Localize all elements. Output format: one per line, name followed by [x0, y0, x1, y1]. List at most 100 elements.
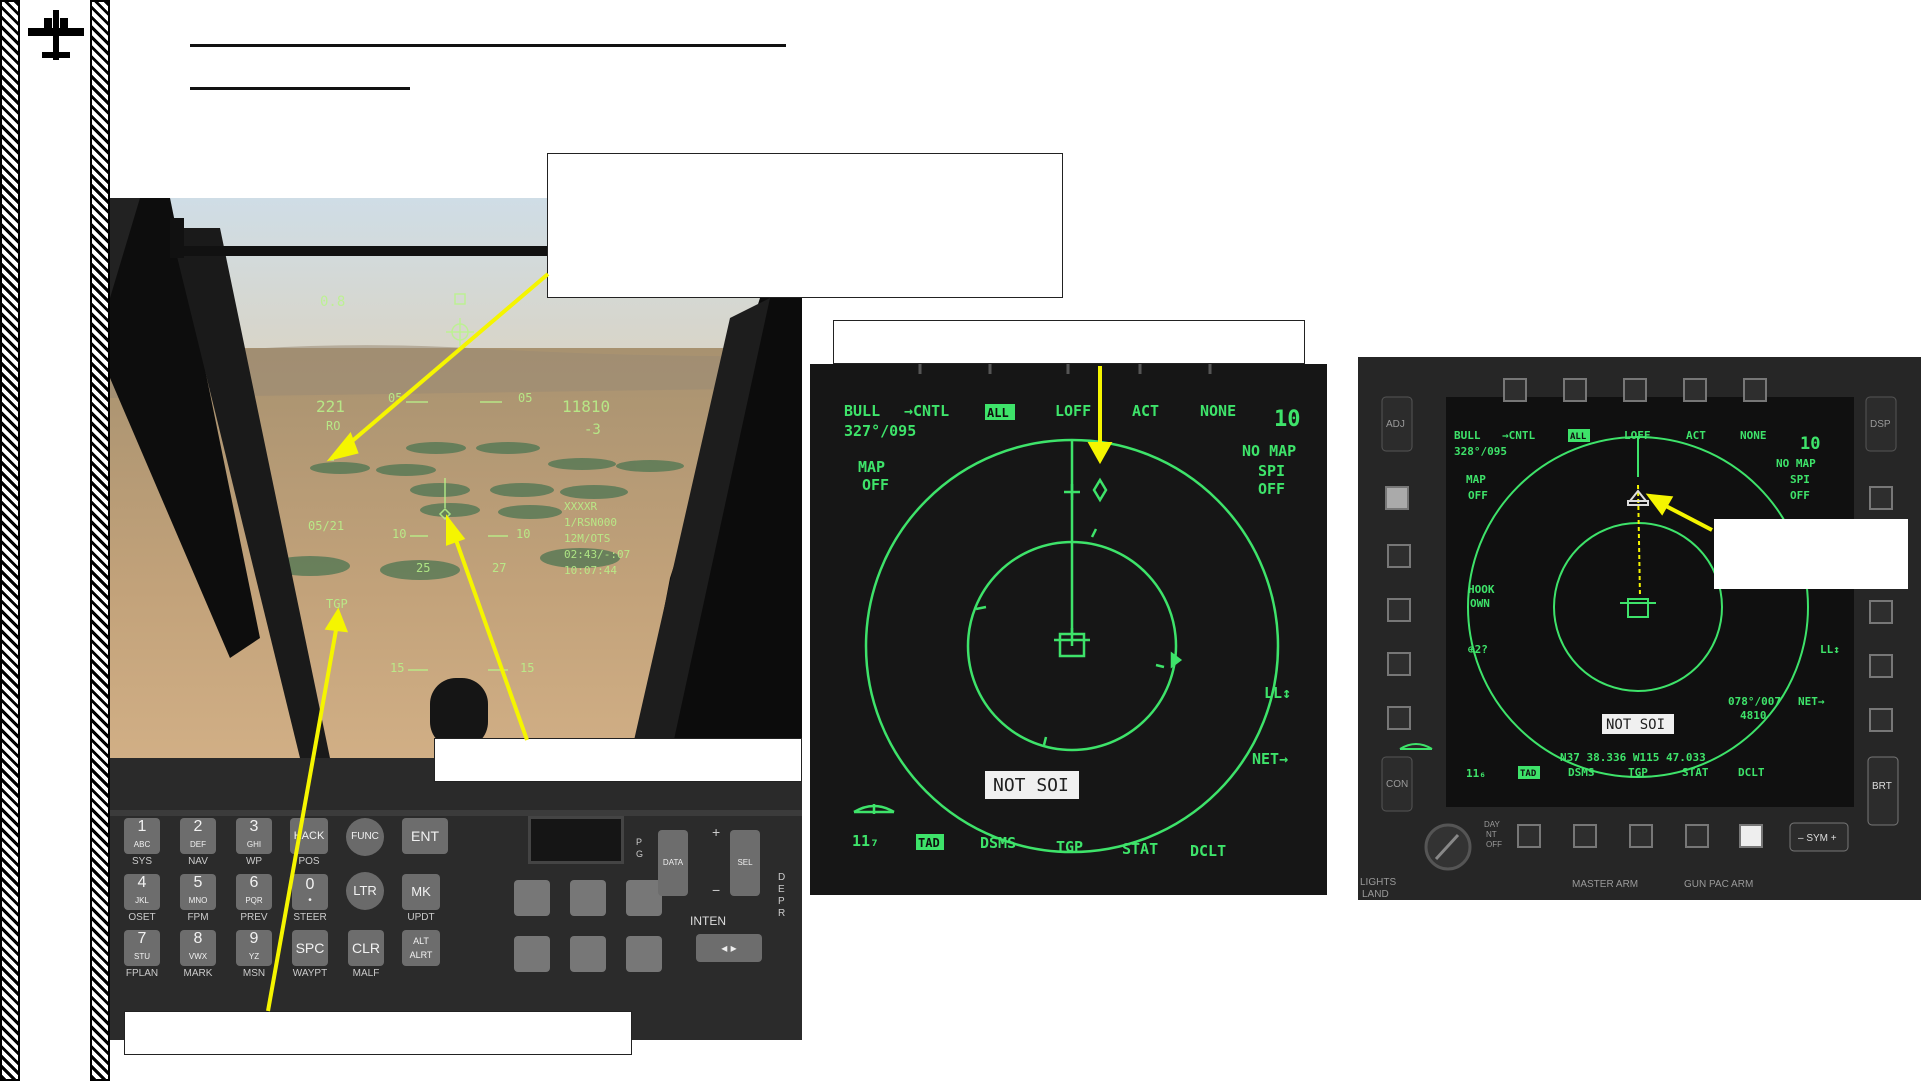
mfcd2-tad-page[interactable]: TAD — [1520, 769, 1537, 779]
mfcd2-brt-rocker[interactable] — [1867, 756, 1899, 826]
mfcd2-stat-page[interactable]: STAT — [1682, 766, 1709, 779]
cdu-key[interactable]: 1 ABC — [124, 818, 160, 854]
cdu-key[interactable]: 0 • — [292, 874, 328, 910]
right-hatched-border — [90, 0, 110, 1081]
tad-tgp-page[interactable]: TGP — [1056, 838, 1083, 856]
cdu-blank-key[interactable] — [570, 880, 606, 916]
tad-act-option[interactable]: ACT — [1132, 402, 1159, 420]
hud-rung-15-right: 15 — [520, 661, 534, 675]
cdu-hack-key[interactable]: HACK — [290, 818, 328, 854]
cdu-key-label: OSET — [128, 912, 156, 923]
mfcd2-spi-label[interactable]: SPI — [1790, 473, 1810, 486]
mfcd2-adj-rocker[interactable] — [1381, 396, 1413, 452]
cdu-key-label: NAV — [188, 856, 208, 867]
cdu-blank-key[interactable] — [626, 880, 662, 916]
mfcd2-con-rocker[interactable] — [1381, 756, 1413, 812]
cdu-plus-label: + — [712, 824, 721, 840]
tad-ll-option[interactable]: LL↕ — [1264, 684, 1291, 702]
mfcd2-map-label[interactable]: MAP — [1466, 473, 1486, 486]
hud-target-diamond — [438, 507, 452, 521]
cdu-clr-key[interactable]: CLR — [348, 930, 384, 966]
tad-own-id: 11₇ — [852, 832, 879, 850]
mfcd2-own-id: 11₆ — [1466, 767, 1486, 780]
hud-altitude: 11810 — [562, 397, 610, 416]
mfcd2-ll-option[interactable]: LL↕ — [1820, 643, 1840, 656]
tad-all-option[interactable]: ALL — [987, 406, 1009, 420]
hud-info-5: 10:07:44 — [564, 564, 617, 577]
mfcd2-tgp-page[interactable]: TGP — [1628, 766, 1648, 779]
tad-net-option[interactable]: NET→ — [1252, 750, 1288, 768]
mfcd2-none-option[interactable]: NONE — [1740, 429, 1767, 442]
mfcd2-not-soi-text: NOT SOI — [1606, 717, 1665, 733]
tad-map-label[interactable]: MAP — [858, 458, 885, 476]
hud-airspeed: 221 — [316, 397, 345, 416]
cdu-key[interactable]: 8 VWX — [180, 930, 216, 966]
tad-not-soi-box — [985, 771, 1079, 799]
mfcd2-sym-rocker[interactable] — [1789, 822, 1849, 852]
cdu-key[interactable]: 9 YZ — [236, 930, 272, 966]
mfcd2-bullseye-bearing: 328°/095 — [1454, 445, 1507, 458]
mfcd2-gun-pac-arm-label: GUN PAC ARM — [1684, 879, 1753, 890]
cdu-key[interactable]: 7 STU — [124, 930, 160, 966]
mfcd2-loff-option[interactable]: LOFF — [1624, 429, 1651, 442]
cdu-blank-key[interactable] — [514, 936, 550, 972]
mfcd2-hook-label[interactable]: HOOK — [1468, 583, 1495, 596]
cdu-key[interactable]: 2 DEF — [180, 818, 216, 854]
tad-spi-label[interactable]: SPI — [1258, 462, 1285, 480]
tad-loff-option[interactable]: LOFF — [1055, 402, 1091, 420]
tad-stat-page[interactable]: STAT — [1122, 840, 1158, 858]
tad-range-value[interactable]: 10 — [1274, 407, 1301, 432]
cdu-data-rocker[interactable]: DATA — [658, 830, 688, 896]
hud-info-3: 12M/OTS — [564, 532, 610, 545]
mfcd2-net-option[interactable]: NET→ — [1798, 695, 1825, 708]
mfcd2-osb-bottom[interactable] — [1517, 824, 1763, 848]
hud-rung-15-left: 15 — [390, 661, 404, 675]
cdu-ent-key[interactable]: ENT — [402, 818, 448, 854]
tad-bull-label: BULL — [844, 402, 880, 420]
mfcd2-dclt-option[interactable]: DCLT — [1738, 766, 1765, 779]
cdu-sel-rocker[interactable]: SEL — [730, 830, 760, 896]
mfcd2-osb-right[interactable] — [1869, 486, 1893, 732]
cdu-key[interactable]: 6 PQR — [236, 874, 272, 910]
mfcd2-range-value[interactable]: 10 — [1800, 434, 1820, 454]
cdu-func-button[interactable]: FUNC — [346, 818, 384, 856]
tad-bullseye-bearing: 327°/095 — [844, 422, 916, 440]
cdu-blank-key[interactable] — [626, 936, 662, 972]
mfcd2-nomap-label: NO MAP — [1776, 457, 1816, 470]
mfcd2-cntl-option[interactable]: →CNTL — [1502, 429, 1535, 442]
tad-dclt-option[interactable]: DCLT — [1190, 842, 1226, 860]
cdu-ltr-button[interactable]: LTR — [346, 872, 384, 910]
cdu-key-label: SYS — [131, 856, 152, 867]
hud-rung-10-left: 10 — [392, 527, 406, 541]
cdu-blank-key[interactable] — [514, 880, 550, 916]
cdu-alt-alrt-key[interactable]: ALT ALRT — [402, 930, 440, 966]
aircraft-icon — [28, 10, 84, 60]
mfcd2-act-option[interactable]: ACT — [1686, 429, 1706, 442]
cdu-pg-label: P G — [636, 837, 644, 859]
tad-none-option[interactable]: NONE — [1200, 402, 1236, 420]
mfcd2-sym-option[interactable]: ⊕2? — [1468, 643, 1488, 656]
mfcd2-osb-left[interactable] — [1385, 486, 1411, 730]
callout-box-hud-marker — [547, 153, 1063, 298]
mfcd2-dsp-rocker[interactable] — [1865, 396, 1897, 452]
mfcd2-all-option[interactable]: ALL — [1570, 432, 1587, 442]
cdu-inten-rocker[interactable]: ◂ ▸ — [696, 934, 762, 962]
mfcd2-all-highlight — [1568, 429, 1590, 442]
mfcd2-osb-top[interactable] — [1503, 378, 1767, 402]
cdu-key[interactable]: 5 MNO — [180, 874, 216, 910]
mfcd2-con-label: CON — [1386, 779, 1408, 790]
cdu-mk-key[interactable]: MK — [402, 874, 440, 910]
cdu-blank-key[interactable] — [570, 936, 606, 972]
tad-cntl-option[interactable]: →CNTL — [904, 402, 949, 420]
cdu-key[interactable]: 3 GHI — [236, 818, 272, 854]
mfcd2-dsp-label: DSP — [1870, 419, 1891, 430]
cdu-spc-key[interactable]: SPC — [292, 930, 328, 966]
mfcd2-dsms-page[interactable]: DSMS — [1568, 766, 1595, 779]
tad-dsms-page[interactable]: DSMS — [980, 834, 1016, 852]
title-underline — [190, 44, 786, 47]
hud-pitch-left: 05 — [388, 391, 402, 405]
mfcd2-off-label: OFF — [1486, 840, 1502, 849]
cdu-key[interactable]: 4 JKL — [124, 874, 160, 910]
tad-page-label[interactable]: TAD — [918, 836, 940, 850]
cdu-key-label: MSN — [242, 968, 266, 979]
